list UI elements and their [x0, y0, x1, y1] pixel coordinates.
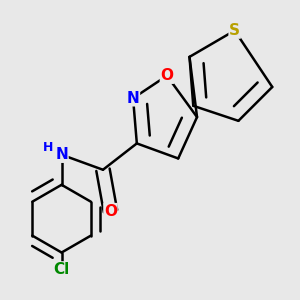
Text: O: O — [160, 68, 173, 83]
Text: O: O — [104, 204, 117, 219]
Text: N: N — [55, 147, 68, 162]
Text: Cl: Cl — [53, 262, 70, 277]
Text: S: S — [229, 23, 240, 38]
Text: H: H — [43, 141, 54, 154]
Text: N: N — [127, 91, 140, 106]
